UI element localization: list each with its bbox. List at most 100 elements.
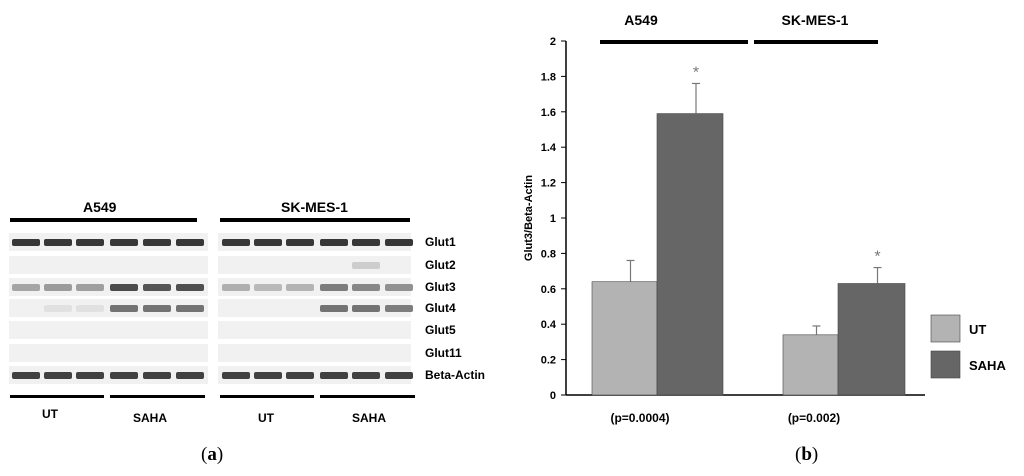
caption-a-close: ) xyxy=(216,444,224,465)
band-glut1-lane-7 xyxy=(222,239,250,246)
band-glut3-lane-12 xyxy=(385,284,413,291)
band-glut4-lane-6 xyxy=(176,305,204,312)
blot-strip-glut3-1 xyxy=(9,278,208,296)
blot-strip-glut4-1 xyxy=(9,299,208,317)
band-glut1-lane-3 xyxy=(76,239,104,246)
gene-label-beta-actin: Beta-Actin xyxy=(425,368,486,382)
blot-strip-beta-actin-1 xyxy=(9,366,208,384)
band-glut1-lane-11 xyxy=(352,239,380,246)
band-glut1-lane-12 xyxy=(385,239,413,246)
y-tick-label-1: 0.2 xyxy=(541,355,556,367)
band-beta-actin-lane-5 xyxy=(143,372,171,379)
cellline-label-skmes1: SK-MES-1 xyxy=(281,199,348,215)
caption-b-open: ( xyxy=(795,444,802,465)
group-label-saha-1: SAHA xyxy=(133,411,168,425)
band-glut1-lane-1 xyxy=(12,239,40,246)
band-beta-actin-lane-4 xyxy=(110,372,138,379)
panel-a-caption: (a) xyxy=(201,444,223,466)
gene-label-glut2: Glut2 xyxy=(425,258,456,272)
p-value-2: (p=0.002) xyxy=(788,411,840,425)
band-beta-actin-lane-6 xyxy=(176,372,204,379)
blot-strip-glut4-2 xyxy=(218,299,411,317)
band-glut3-lane-1 xyxy=(12,284,40,291)
panel-b-caption: (b) xyxy=(795,444,818,466)
caption-b-close: ) xyxy=(811,444,819,465)
blot-strip-glut11-2 xyxy=(218,344,411,362)
bar-saha-1 xyxy=(656,113,724,396)
band-glut1-lane-6 xyxy=(176,239,204,246)
y-tick-label-10: 2 xyxy=(550,36,556,48)
bar-saha-2 xyxy=(837,283,906,396)
saha-line-right xyxy=(320,395,415,398)
blot-strip-glut3-2 xyxy=(218,278,411,296)
ut-line-left xyxy=(10,395,104,398)
band-beta-actin-lane-7 xyxy=(222,372,250,379)
band-glut1-lane-5 xyxy=(143,239,171,246)
band-glut4-lane-3 xyxy=(76,305,104,312)
group-label-saha-2: SAHA xyxy=(352,411,387,425)
ut-line-right xyxy=(220,395,314,398)
y-tick-label-4: 0.8 xyxy=(541,248,556,260)
y-tick-label-9: 1.8 xyxy=(541,71,556,83)
band-glut4-lane-2 xyxy=(44,305,72,312)
legend-swatch-ut xyxy=(930,314,961,343)
band-glut4-lane-11 xyxy=(352,305,380,312)
y-tick-label-7: 1.4 xyxy=(541,142,557,154)
band-glut3-lane-10 xyxy=(320,284,348,291)
band-glut3-lane-4 xyxy=(110,284,138,291)
blot-strip-glut1-2 xyxy=(218,233,411,251)
y-tick-label-0: 0 xyxy=(550,390,556,402)
bar-ut-1 xyxy=(591,281,658,396)
blot-strip-glut11-1 xyxy=(9,344,208,362)
y-tick-label-2: 0.4 xyxy=(541,319,557,331)
band-beta-actin-lane-1 xyxy=(12,372,40,379)
band-beta-actin-lane-9 xyxy=(286,372,314,379)
band-beta-actin-lane-3 xyxy=(76,372,104,379)
band-beta-actin-lane-11 xyxy=(352,372,380,379)
band-beta-actin-lane-10 xyxy=(320,372,348,379)
band-glut1-lane-8 xyxy=(254,239,282,246)
p-value-1: (p=0.0004) xyxy=(610,411,669,425)
band-glut4-lane-12 xyxy=(385,305,413,312)
y-tick-label-5: 1 xyxy=(550,213,556,225)
a549-header-line xyxy=(10,218,197,222)
gene-label-glut4: Glut4 xyxy=(425,301,456,315)
legend-label-saha: SAHA xyxy=(969,358,1006,373)
band-glut4-lane-4 xyxy=(110,305,138,312)
blot-strip-glut2-1 xyxy=(9,256,208,274)
gene-label-glut11: Glut11 xyxy=(425,346,462,360)
band-glut3-lane-8 xyxy=(254,284,282,291)
blot-strip-beta-actin-2 xyxy=(218,366,411,384)
cellline-label-a549: A549 xyxy=(83,199,117,215)
caption-a-open: ( xyxy=(201,444,208,465)
category-label-2: SK-MES-1 xyxy=(782,12,849,28)
band-glut1-lane-10 xyxy=(320,239,348,246)
legend-label-ut: UT xyxy=(969,322,986,337)
gene-label-glut3: Glut3 xyxy=(425,280,456,294)
band-glut4-lane-5 xyxy=(143,305,171,312)
band-glut3-lane-7 xyxy=(222,284,250,291)
gene-label-glut5: Glut5 xyxy=(425,323,456,337)
band-glut1-lane-2 xyxy=(44,239,72,246)
caption-a-letter: a xyxy=(207,444,217,465)
band-glut3-lane-9 xyxy=(286,284,314,291)
skmes1-header-line xyxy=(220,218,410,222)
band-glut3-lane-6 xyxy=(176,284,204,291)
band-beta-actin-lane-8 xyxy=(254,372,282,379)
y-tick-label-6: 1.2 xyxy=(541,178,556,190)
saha-line-left xyxy=(110,395,205,398)
band-glut3-lane-2 xyxy=(44,284,72,291)
gene-label-glut1: Glut1 xyxy=(425,235,456,249)
legend-swatch-saha xyxy=(930,350,961,379)
significance-star-2: * xyxy=(874,249,880,266)
band-glut3-lane-5 xyxy=(143,284,171,291)
category-label-1: A549 xyxy=(624,12,658,28)
band-glut3-lane-3 xyxy=(76,284,104,291)
y-tick-label-8: 1.6 xyxy=(541,107,556,119)
y-tick-label-3: 0.6 xyxy=(541,284,556,296)
blot-strip-glut5-2 xyxy=(218,321,411,339)
group-label-ut-1: UT xyxy=(42,407,58,421)
group-label-ut-2: UT xyxy=(258,411,274,425)
band-glut2-lane-11 xyxy=(352,262,380,269)
